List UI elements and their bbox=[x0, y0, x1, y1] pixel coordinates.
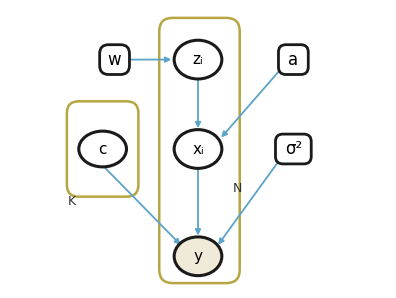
Text: K: K bbox=[67, 195, 76, 208]
Ellipse shape bbox=[79, 131, 126, 167]
Ellipse shape bbox=[174, 130, 222, 168]
Text: σ²: σ² bbox=[285, 140, 302, 158]
Text: c: c bbox=[98, 142, 107, 156]
Ellipse shape bbox=[174, 40, 222, 79]
Text: N: N bbox=[232, 182, 242, 195]
Text: zᵢ: zᵢ bbox=[192, 52, 204, 67]
FancyBboxPatch shape bbox=[278, 45, 308, 74]
FancyBboxPatch shape bbox=[276, 134, 311, 164]
Ellipse shape bbox=[174, 237, 222, 276]
Text: xᵢ: xᵢ bbox=[192, 142, 204, 156]
Text: w: w bbox=[108, 51, 121, 69]
Text: a: a bbox=[288, 51, 299, 69]
FancyBboxPatch shape bbox=[100, 45, 129, 74]
Text: y: y bbox=[194, 249, 202, 264]
